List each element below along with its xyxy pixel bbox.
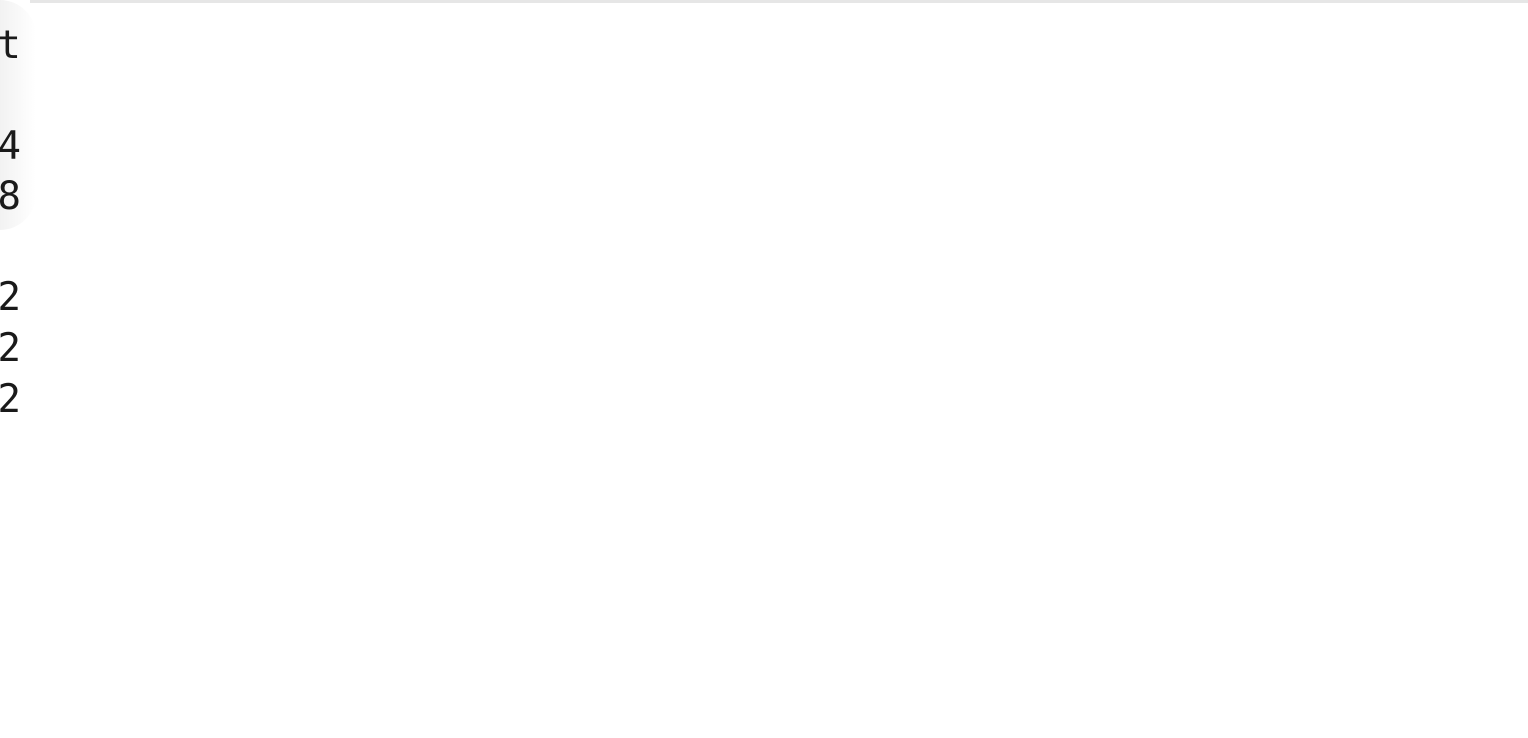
- row-support: 4092: [0, 326, 21, 371]
- header-support: support: [0, 23, 21, 68]
- report-row-class-neg-1: -1.0 0.43 0.04 0.07 1804: [0, 121, 94, 173]
- classification-report-output: precision recall f1-score support -1.0 0…: [0, 20, 94, 426]
- report-row-accuracy: accuracy 0.55 4092: [0, 272, 94, 324]
- row-support: 1804: [0, 124, 21, 169]
- output-top-border: [30, 0, 1528, 3]
- report-row-macro-avg: macro avg 0.49 0.50 0.39 4092: [0, 323, 94, 375]
- row-support: 2288: [0, 174, 21, 219]
- row-support: 4092: [0, 377, 21, 422]
- output-side-shadow: [0, 0, 36, 230]
- report-row-class-1: 1.0 0.56 0.96 0.71 2288: [0, 171, 94, 223]
- report-header-row: precision recall f1-score support: [0, 20, 94, 72]
- row-support: 4092: [0, 275, 21, 320]
- report-row-weighted-avg: weighted avg 0.50 0.55 0.43 4092: [0, 374, 94, 426]
